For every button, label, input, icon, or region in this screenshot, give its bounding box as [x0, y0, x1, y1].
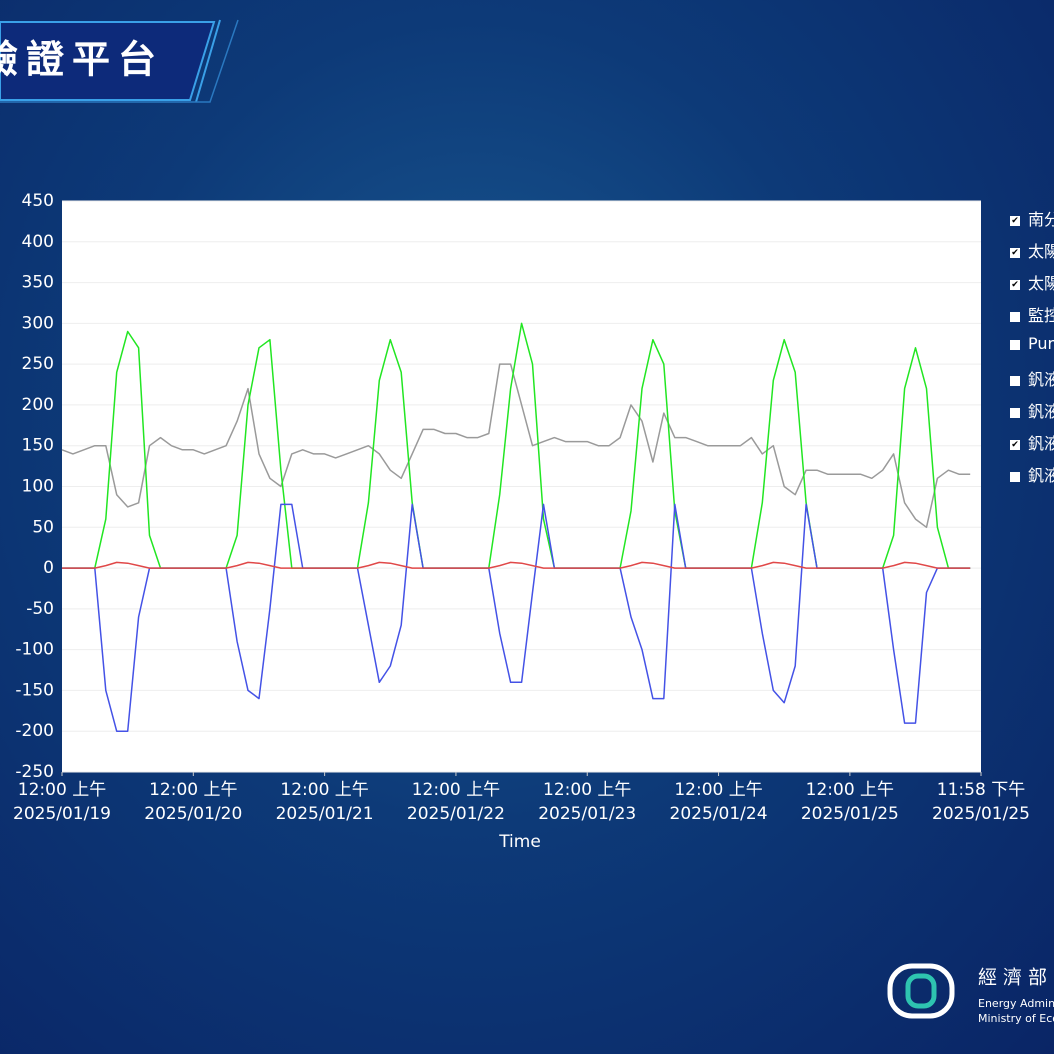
y-tick-label: -150 — [15, 680, 54, 700]
y-tick-label: -100 — [15, 640, 54, 660]
legend-checkbox[interactable] — [1010, 339, 1020, 350]
legend-label: 釩液 — [1028, 370, 1054, 389]
x-tick-label: 12:00 上午 2025/01/25 — [800, 780, 899, 824]
legend-label: 太陽 — [1028, 242, 1054, 261]
x-tick-label: 12:00 上午 2025/01/24 — [669, 780, 768, 824]
legend-label: 釩液 — [1028, 434, 1054, 453]
org-en: Ministry of Eco — [978, 1012, 1054, 1025]
x-tick-label: 12:00 上午 2025/01/21 — [275, 780, 374, 824]
series-line — [62, 561, 971, 569]
legend-item: 監控 — [1010, 302, 1054, 326]
legend-checkbox[interactable] — [1010, 471, 1020, 482]
y-tick-label: 0 — [43, 558, 54, 578]
banner-stripe — [195, 19, 221, 103]
y-tick-label: 400 — [22, 232, 54, 252]
legend-label: 監控 — [1028, 306, 1054, 325]
title-banner — [0, 21, 216, 101]
legend-item: ✔ 太陽 — [1010, 238, 1054, 262]
y-tick-label: 50 — [32, 517, 54, 537]
legend-item: ✔ 南分 — [1010, 206, 1054, 230]
y-tick-label: 200 — [22, 395, 54, 415]
series-line — [61, 363, 971, 529]
x-tick-label: 12:00 上午 2025/01/23 — [538, 780, 637, 824]
legend-checkbox[interactable] — [1010, 407, 1020, 418]
y-tick-label: -250 — [15, 762, 54, 782]
legend-label: Pur — [1028, 334, 1054, 353]
x-tick-label: 11:58 下午 2025/01/25 — [932, 780, 1030, 824]
y-tick-label: 450 — [22, 191, 54, 211]
legend-label: 南分 — [1028, 210, 1054, 229]
legend-item: 釩液 — [1010, 398, 1054, 422]
x-tick-label: 12:00 上午 2025/01/20 — [144, 780, 243, 824]
org-name: 經濟部 — [978, 967, 1053, 989]
page-title: 驗證平台 — [0, 38, 164, 82]
x-axis-label: Time — [498, 832, 541, 852]
logo-shape — [905, 973, 937, 1009]
logo-shape — [887, 963, 955, 1019]
legend-label: 太陽 — [1028, 274, 1054, 293]
legend-checkbox[interactable]: ✔ — [1010, 279, 1020, 290]
y-tick-label: 300 — [22, 313, 54, 333]
legend-checkbox[interactable]: ✔ — [1010, 439, 1020, 450]
y-tick-label: 250 — [22, 354, 54, 374]
legend-item: 釩液 — [1010, 366, 1054, 390]
legend-item: ✔ 釩液 — [1010, 430, 1054, 454]
y-tick-label: -200 — [15, 721, 54, 741]
x-tick-label: 12:00 上午 2025/01/22 — [406, 780, 505, 824]
y-tick-label: 350 — [22, 273, 54, 293]
legend-label: 釩液 — [1028, 402, 1054, 421]
org-en: Energy Admini — [978, 997, 1054, 1010]
y-tick-label: -50 — [26, 599, 54, 619]
y-tick-label: 150 — [22, 436, 54, 456]
legend-checkbox[interactable]: ✔ — [1010, 215, 1020, 226]
legend-label: 釩液 — [1028, 466, 1054, 485]
logo — [887, 963, 955, 1019]
legend-item: 釩液 — [1010, 462, 1054, 486]
legend-checkbox[interactable] — [1010, 311, 1020, 322]
legend-item: Pur — [1010, 334, 1054, 353]
x-tick-label: 12:00 上午 2025/01/19 — [13, 780, 111, 824]
banner-stripe — [0, 19, 239, 103]
legend-checkbox[interactable]: ✔ — [1010, 247, 1020, 258]
plot — [61, 200, 981, 773]
legend-item: ✔ 太陽 — [1010, 270, 1054, 294]
y-tick-label: 100 — [22, 477, 54, 497]
legend-checkbox[interactable] — [1010, 375, 1020, 386]
